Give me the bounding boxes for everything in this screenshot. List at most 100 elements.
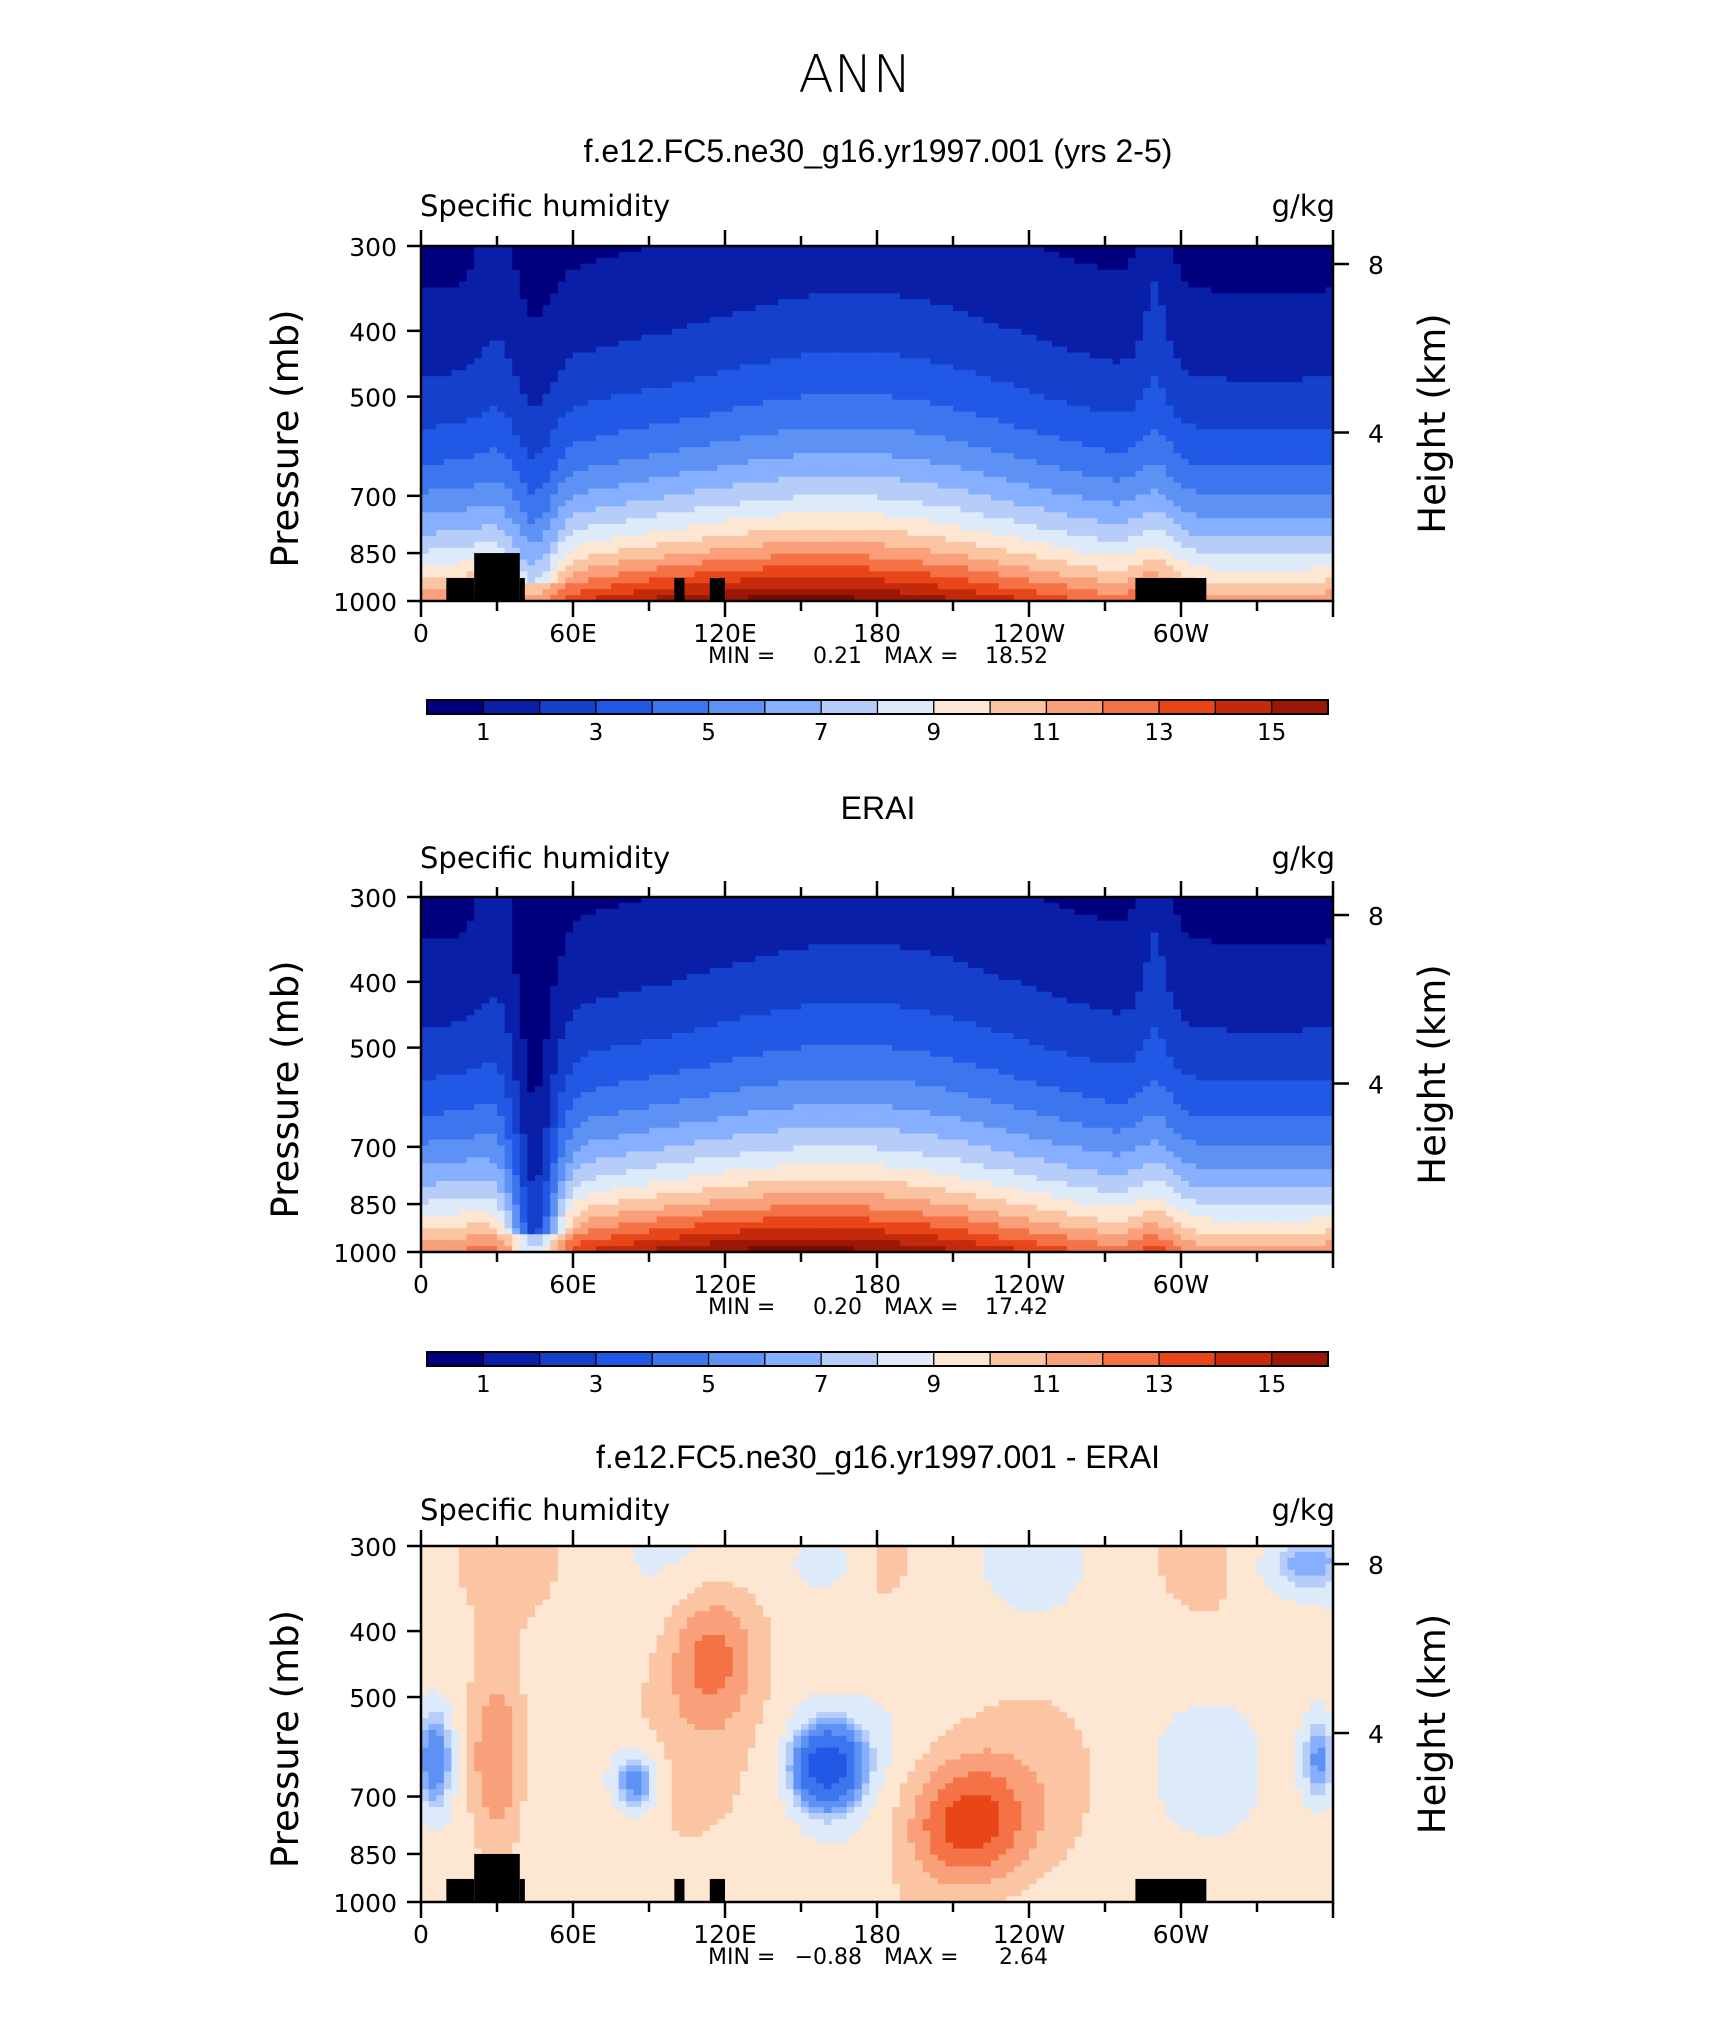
contour-cell [839, 358, 847, 365]
contour-cell [512, 252, 520, 259]
contour-cell [771, 412, 779, 419]
contour-cell [1204, 447, 1212, 454]
contour-cell [1166, 394, 1174, 401]
contour-cell [672, 299, 680, 306]
contour-cell [1029, 287, 1037, 294]
contour-cell [1006, 406, 1014, 413]
contour-cell [1318, 483, 1326, 490]
contour-cell [672, 270, 680, 277]
contour-cell [923, 317, 931, 324]
contour-cell [505, 453, 513, 460]
contour-cell [885, 287, 893, 294]
contour-cell [862, 370, 870, 377]
contour-cell [679, 382, 687, 389]
contour-cell [907, 429, 915, 436]
contour-cell [565, 341, 573, 348]
contour-cell [1196, 424, 1204, 431]
contour-cell [1158, 370, 1166, 377]
contour-cell [1105, 353, 1113, 360]
contour-cell [1158, 282, 1166, 289]
contour-cell [695, 347, 703, 354]
contour-cell [801, 323, 809, 330]
contour-cell [505, 323, 513, 330]
contour-cell [527, 412, 535, 419]
contour-cell [771, 293, 779, 300]
contour-cell [505, 394, 513, 401]
contour-cell [717, 453, 725, 460]
contour-cell [816, 329, 824, 336]
contour-cell [1227, 429, 1235, 436]
contour-cell [679, 412, 687, 419]
contour-cell [520, 424, 528, 431]
contour-cell [1242, 335, 1250, 342]
contour-cell [816, 447, 824, 454]
contour-cell [801, 489, 809, 496]
contour-cell [907, 435, 915, 442]
contour-cell [1037, 441, 1045, 448]
contour-cell [945, 489, 953, 496]
contour-cell [1295, 400, 1303, 407]
contour-cell [1014, 358, 1022, 365]
contour-cell [740, 270, 748, 277]
contour-cell [1227, 382, 1235, 389]
contour-cell [1272, 329, 1280, 336]
contour-cell [558, 489, 566, 496]
contour-cell [1014, 311, 1022, 318]
contour-cell [923, 276, 931, 283]
contour-cell [702, 400, 710, 407]
contour-cell [474, 287, 482, 294]
contour-cell [991, 412, 999, 419]
contour-cell [1318, 264, 1326, 271]
contour-cell [1075, 459, 1083, 466]
contour-cell [649, 441, 657, 448]
contour-cell [1097, 299, 1105, 306]
contour-cell [520, 459, 528, 466]
contour-cell [558, 287, 566, 294]
contour-cell [778, 364, 786, 371]
contour-cell [953, 287, 961, 294]
contour-cell [1082, 364, 1090, 371]
contour-cell [710, 370, 718, 377]
contour-cell [1082, 406, 1090, 413]
contour-cell [945, 424, 953, 431]
contour-cell [565, 299, 573, 306]
contour-cell [512, 358, 520, 365]
contour-cell [535, 483, 543, 490]
contour-cell [527, 276, 535, 283]
contour-cell [520, 252, 528, 259]
contour-cell [1113, 418, 1121, 425]
contour-cell [1196, 388, 1204, 395]
contour-cell [672, 293, 680, 300]
contour-cell [543, 412, 551, 419]
contour-cell [1135, 376, 1143, 383]
contour-cell [778, 311, 786, 318]
contour-cell [1143, 453, 1151, 460]
contour-cell [953, 418, 961, 425]
contour-cell [1120, 477, 1128, 484]
contour-cell [497, 358, 505, 365]
contour-cell [793, 323, 801, 330]
contour-cell [459, 435, 467, 442]
contour-cell [1067, 293, 1075, 300]
contour-cell [1097, 412, 1105, 419]
contour-cell [1196, 418, 1204, 425]
contour-cell [520, 293, 528, 300]
contour-cell [915, 341, 923, 348]
contour-cell [1219, 400, 1227, 407]
contour-cell [573, 317, 581, 324]
contour-cell [1303, 353, 1311, 360]
contour-cell [991, 323, 999, 330]
contour-cell [1310, 270, 1318, 277]
contour-cell [1082, 293, 1090, 300]
contour-cell [619, 418, 627, 425]
contour-cell [786, 453, 794, 460]
contour-cell [1295, 287, 1303, 294]
contour-cell [1303, 270, 1311, 277]
contour-cell [657, 412, 665, 419]
contour-cell [1059, 424, 1067, 431]
contour-cell [1006, 400, 1014, 407]
contour-cell [1128, 483, 1136, 490]
contour-cell [793, 353, 801, 360]
contour-cell [1059, 453, 1067, 460]
contour-cell [907, 424, 915, 431]
